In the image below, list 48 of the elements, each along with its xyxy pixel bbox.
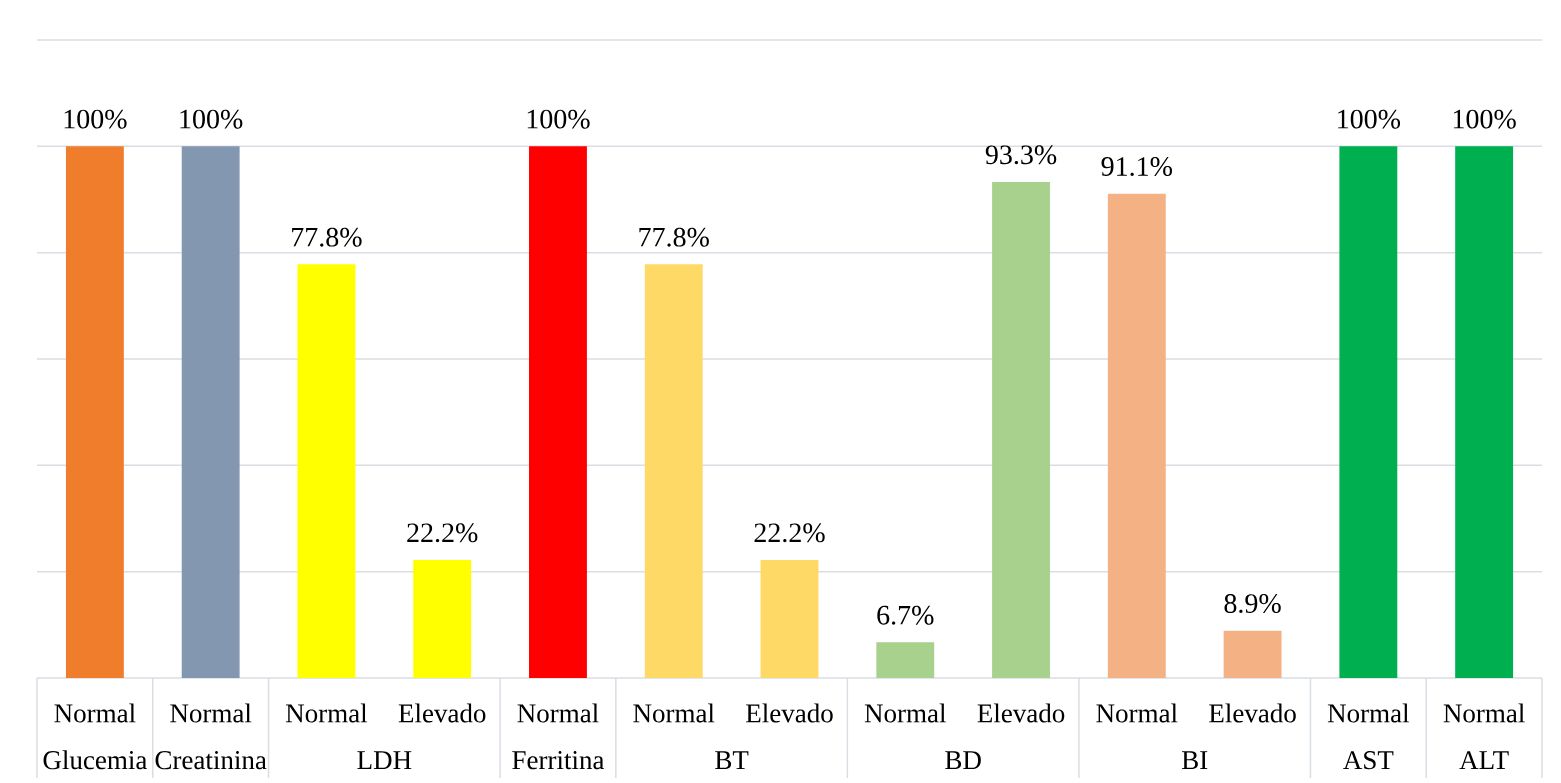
bar — [1107, 193, 1166, 678]
bar — [760, 559, 819, 678]
x-tick-label: Normal — [285, 703, 368, 723]
x-tick-label: Normal — [1327, 703, 1410, 723]
data-label: 77.8% — [292, 227, 362, 247]
x-tick-label: Normal — [517, 703, 599, 723]
bar — [644, 264, 703, 678]
data-label: 8.9% — [1224, 594, 1281, 614]
data-label: 93.3% — [985, 145, 1057, 165]
bar — [992, 181, 1050, 678]
text: Creatinina — [155, 751, 267, 770]
x-tick-label: Elevado — [1209, 703, 1296, 723]
bar — [181, 146, 240, 678]
text: BI — [1181, 751, 1208, 770]
bar — [1223, 630, 1282, 678]
bar — [65, 146, 124, 678]
bar — [1339, 146, 1398, 678]
bar — [876, 642, 935, 678]
text: BD — [945, 751, 981, 770]
x-tick-label: Normal — [864, 703, 946, 723]
data-label: 100% — [180, 109, 243, 129]
data-label: 6.7% — [877, 605, 934, 625]
data-label: 91.1% — [1101, 157, 1173, 177]
data-label: 100% — [1453, 109, 1516, 129]
text: Glucemia — [43, 750, 148, 770]
x-tick-label: Normal — [1096, 703, 1178, 723]
data-label: 22.2% — [407, 523, 478, 543]
data-label: 77.8% — [639, 227, 709, 247]
data-label: 100% — [64, 109, 127, 129]
bar — [297, 264, 356, 678]
text: ALT — [1459, 751, 1509, 769]
bar — [1455, 146, 1514, 678]
x-tick-label: Elevado — [746, 703, 833, 723]
x-tick-label: Normal — [54, 703, 136, 723]
x-tick-label: Normal — [633, 703, 715, 723]
bar — [529, 146, 587, 678]
text: AST — [1343, 751, 1394, 770]
text: LDH — [357, 751, 412, 770]
text: BT — [715, 751, 749, 770]
x-tick-label: Normal — [170, 703, 252, 723]
x-tick-label: Elevado — [398, 703, 486, 723]
data-label: 22.2% — [754, 523, 825, 543]
bar — [413, 559, 472, 678]
data-label: 100% — [1338, 109, 1401, 129]
text: Ferritina — [512, 751, 605, 770]
x-tick-label: Elevado — [977, 703, 1065, 723]
x-tick-label: Normal — [1443, 703, 1525, 723]
data-label: 100% — [527, 109, 590, 129]
